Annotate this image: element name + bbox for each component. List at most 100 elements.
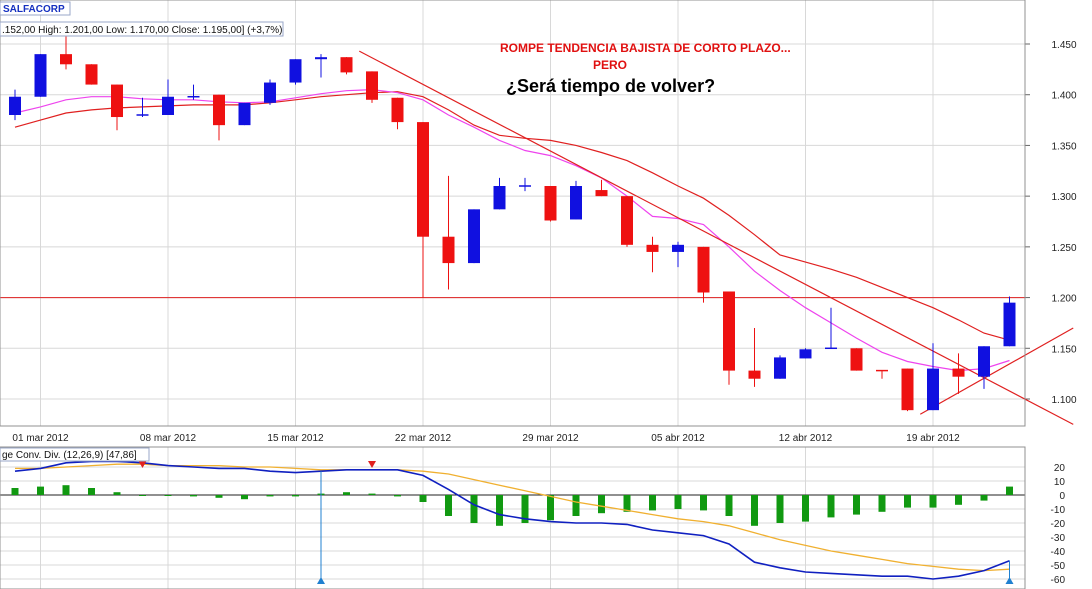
candle-down (366, 71, 378, 100)
macd-hist-bar (368, 493, 376, 495)
macd-hist-bar (470, 495, 478, 523)
sell-signal-marker (138, 461, 147, 468)
candle-down (417, 122, 429, 237)
annotation-pero: PERO (593, 58, 627, 72)
macd-hist-bar (853, 495, 860, 515)
candle-down (442, 236, 455, 264)
candle-up (315, 57, 327, 60)
date-tick-label: 08 mar 2012 (140, 433, 197, 444)
date-tick-label: 12 abr 2012 (779, 433, 833, 444)
candle-down (748, 370, 761, 379)
macd-title: ge Conv. Div. (12,26,9) [47,86] (2, 450, 137, 461)
annotation-question: ¿Será tiempo de volver? (506, 76, 715, 96)
date-axis: 01 mar 2012 08 mar 2012 15 mar 2012 22 mar … (12, 433, 960, 444)
macd-tick-label: 20 (1054, 463, 1066, 474)
macd-hist-bar (751, 495, 758, 526)
price-panel-frame (0, 0, 1026, 427)
macd-hist-bar (419, 495, 427, 502)
candle-up (799, 349, 812, 359)
buy-signal-marker (317, 577, 325, 584)
candle-down (213, 94, 225, 126)
date-tick-label: 29 mar 2012 (522, 433, 579, 444)
macd-hist-bar (929, 495, 937, 508)
macd-hist-bar (1006, 486, 1013, 495)
macd-histogram (11, 485, 1013, 526)
date-tick-label: 22 mar 2012 (395, 433, 452, 444)
macd-hist-bar (955, 495, 962, 505)
macd-hist-bar (139, 495, 146, 496)
downtrend-line (358, 50, 1074, 425)
macd-hist-bar (725, 495, 733, 516)
candle-up (162, 96, 174, 115)
macd-hist-bar (674, 495, 682, 509)
macd-hist-bar (11, 488, 19, 495)
macd-hist-bar (164, 495, 172, 496)
macd-tick-label: -10 (1051, 505, 1066, 516)
ohlc-readout: .152,00 High: 1.201,00 Low: 1.170,00 Clo… (2, 25, 282, 36)
candle-down (111, 84, 123, 118)
candle-down (595, 190, 608, 197)
candle-down (850, 348, 863, 371)
candle-down (60, 54, 72, 65)
symbol-box (0, 1, 71, 16)
candle-down (697, 246, 710, 293)
candle-down (723, 291, 735, 371)
price-tick-label: 1.100 (1051, 395, 1076, 406)
macd-tick-label: -40 (1051, 547, 1066, 558)
candle-up (978, 346, 990, 377)
candle-down (646, 244, 659, 252)
macd-hist-bar (649, 495, 656, 511)
candle-up (34, 54, 47, 97)
candle-up (570, 186, 582, 220)
macd-axis: 20 10 0 -10 -20 -30 -40 -50 -60 (1051, 463, 1066, 586)
macd-hist-bar (904, 495, 911, 508)
macd-hist-bar (827, 495, 835, 518)
macd-hist-bar (37, 486, 44, 495)
trend-lines (358, 50, 1074, 425)
price-tick-label: 1.350 (1051, 141, 1076, 152)
candle-down (391, 97, 404, 123)
macd-hist-bar (241, 495, 248, 500)
candle-down (901, 368, 914, 411)
macd-hist-bar (521, 495, 529, 523)
candle-down (85, 64, 98, 85)
macd-hist-bar (878, 495, 886, 512)
macd-hist-bar (394, 495, 401, 497)
signal-markers (138, 461, 1014, 584)
macd-hist-bar (776, 495, 784, 523)
candle-up (468, 209, 480, 264)
macd-hist-bar (623, 495, 631, 512)
candle-up (9, 96, 21, 115)
macd-hist-bar (496, 495, 503, 526)
candle-up (264, 82, 276, 103)
candle-up (927, 368, 939, 411)
annotation-trend-break: ROMPE TENDENCIA BAJISTA DE CORTO PLAZO..… (500, 41, 791, 55)
candlesticks (9, 35, 1016, 412)
date-tick-label: 19 abr 2012 (906, 433, 960, 444)
macd-hist-bar (113, 492, 121, 495)
macd-hist-bar (802, 495, 809, 522)
macd-hist-bar (292, 495, 299, 497)
candle-down (544, 186, 557, 221)
macd-tick-label: -50 (1051, 561, 1066, 572)
macd-lines (14, 460, 1010, 580)
moving-averages (14, 88, 1010, 372)
sell-signal-marker (368, 461, 376, 468)
date-tick-label: 05 abr 2012 (651, 433, 705, 444)
price-tick-label: 1.450 (1051, 40, 1076, 51)
ma-slow-line (14, 91, 1010, 341)
macd-grid (0, 466, 1025, 580)
date-tick-label: 01 mar 2012 (12, 433, 69, 444)
macd-hist-bar (190, 495, 197, 497)
macd-hist-bar (62, 485, 70, 495)
macd-tick-label: 10 (1054, 477, 1066, 488)
macd-hist-bar (572, 495, 580, 516)
price-tick-label: 1.300 (1051, 192, 1076, 203)
price-tick-label: 1.250 (1051, 243, 1076, 254)
ma-fast-line (14, 88, 1010, 372)
macd-panel-frame (0, 446, 1026, 589)
price-tick-label: 1.400 (1051, 91, 1076, 102)
macd-tick-label: -20 (1051, 519, 1066, 530)
ohlc-box (0, 21, 284, 37)
